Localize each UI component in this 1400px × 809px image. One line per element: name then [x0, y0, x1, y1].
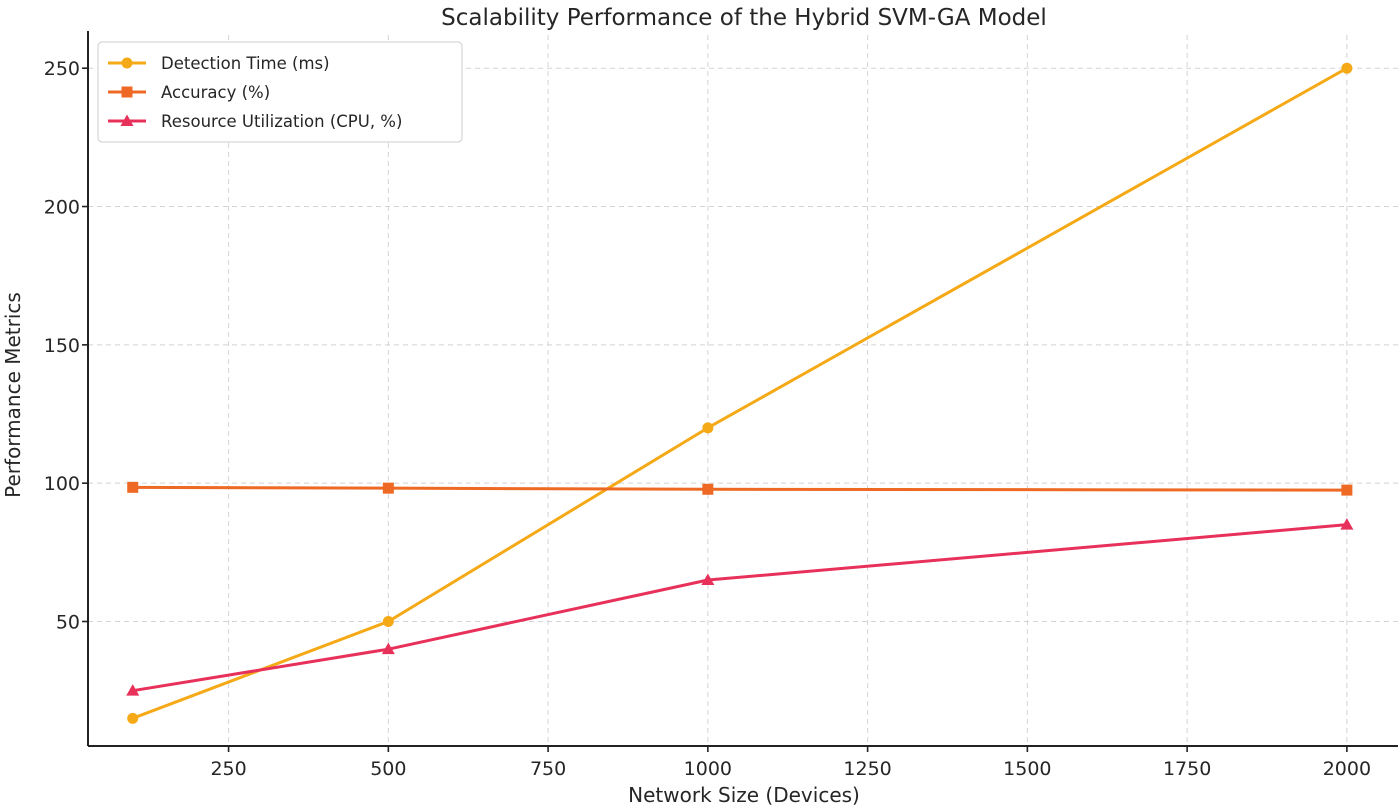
series-circle — [127, 62, 1353, 724]
x-axis-label: Network Size (Devices) — [628, 783, 860, 807]
chart-title: Scalability Performance of the Hybrid SV… — [441, 5, 1047, 31]
series-line — [132, 523, 1348, 693]
data-point — [1341, 62, 1353, 74]
series-square — [127, 481, 1353, 496]
data-point — [702, 483, 714, 495]
data-point — [1341, 484, 1353, 496]
x-tick-label: 1000 — [684, 758, 732, 780]
y-tick-label: 150 — [44, 335, 80, 357]
y-tick-label: 50 — [56, 612, 80, 634]
series-line — [132, 485, 1347, 492]
grid — [88, 35, 1398, 746]
data-point — [127, 712, 139, 724]
data-point — [126, 684, 140, 696]
x-tick-label: 250 — [210, 758, 246, 780]
legend-label: Accuracy (%) — [161, 83, 270, 102]
axes — [87, 31, 1398, 747]
y-tick-label: 200 — [44, 197, 80, 219]
data-point — [382, 482, 394, 494]
x-tick-label: 750 — [530, 758, 566, 780]
data-point — [381, 642, 395, 655]
data-point — [382, 616, 394, 628]
y-tick-label: 250 — [44, 58, 80, 80]
data-point — [701, 573, 715, 586]
series-line — [132, 66, 1348, 720]
data-point — [127, 481, 139, 493]
x-tick-label: 1750 — [1163, 758, 1211, 780]
data-point — [1340, 518, 1354, 530]
y-tick-label: 100 — [44, 473, 80, 495]
y-axis-label: Performance Metrics — [1, 292, 25, 498]
x-tick-label: 1250 — [843, 758, 891, 780]
legend-label: Resource Utilization (CPU, %) — [161, 112, 402, 131]
plot-series — [126, 62, 1354, 724]
x-tick-label: 2000 — [1323, 758, 1371, 780]
data-point — [702, 422, 714, 434]
x-tick-label: 1500 — [1003, 758, 1051, 780]
legend-marker — [121, 57, 133, 69]
series-triangle — [126, 518, 1354, 696]
legend-marker — [120, 114, 134, 126]
legend: Detection Time (ms) Accuracy (%) Resource … — [97, 41, 463, 143]
y-axis: 50 100 150 200 250 — [44, 58, 88, 634]
x-tick-label: 500 — [370, 758, 406, 780]
legend-frame — [97, 41, 463, 143]
x-axis: 250 500 750 1000 1250 1500 1750 2000 — [210, 746, 1371, 780]
legend-marker — [121, 86, 133, 98]
legend-label: Detection Time (ms) — [161, 54, 330, 73]
